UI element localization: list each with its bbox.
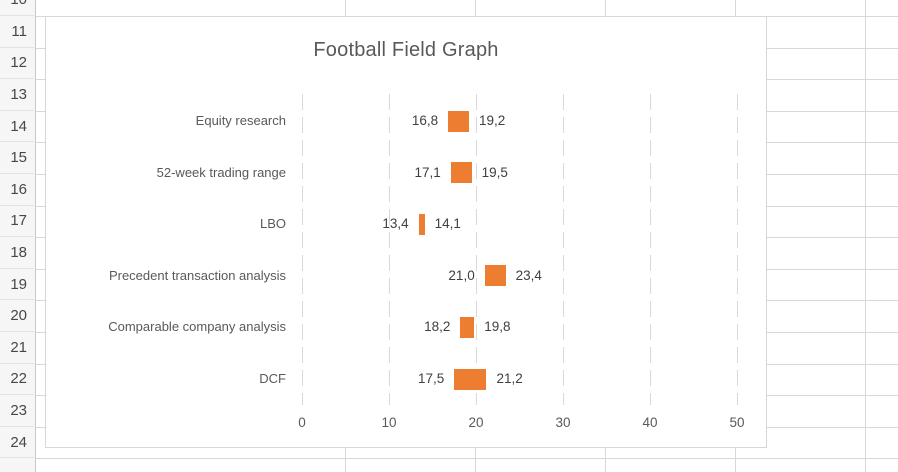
category-label: Equity research — [195, 113, 286, 128]
axis-tick-label: 10 — [381, 415, 397, 430]
sheet-row-line — [35, 458, 898, 460]
category-label: Precedent transaction analysis — [108, 267, 286, 283]
range-bar[interactable] — [450, 162, 472, 184]
row-number-label: 15 — [10, 149, 27, 167]
plot-gridline — [650, 94, 651, 405]
row-header-cell[interactable]: 19 — [0, 269, 34, 301]
row-header-cell[interactable]: 13 — [0, 79, 34, 111]
value-label-high: 23,4 — [515, 267, 542, 283]
row-header-cell[interactable]: 16 — [0, 174, 34, 206]
row-header-cell[interactable]: 24 — [0, 427, 34, 459]
axis-tick-label: 30 — [555, 415, 571, 430]
row-header-cell[interactable]: 23 — [0, 395, 34, 427]
row-number-label: 13 — [10, 85, 27, 103]
row-number-label: 12 — [10, 54, 27, 72]
row-number-label: 24 — [10, 433, 27, 451]
plot-gridline — [389, 94, 390, 405]
value-label-low: 13,4 — [382, 216, 409, 232]
category-label: LBO — [259, 216, 286, 232]
row-header-column: 10 11 12 13 14 15 16 17 18 19 20 21 22 23 24 — [0, 0, 36, 472]
value-label-high: 14,1 — [434, 216, 461, 232]
row-header-cell[interactable]: 12 — [0, 48, 34, 80]
row-number-label: 20 — [10, 307, 27, 325]
row-number-label: 16 — [10, 180, 27, 198]
range-bar[interactable] — [448, 110, 470, 132]
plot-gridline — [476, 94, 477, 405]
chart-title: Football Field Graph — [313, 39, 499, 61]
row-header-cell[interactable]: 18 — [0, 237, 34, 269]
row-header-cell[interactable]: 10 — [0, 0, 34, 16]
row-number-label: 18 — [10, 243, 27, 261]
value-label-low: 16,8 — [411, 113, 439, 128]
range-bar[interactable] — [484, 265, 506, 287]
row-number-label: 17 — [10, 212, 27, 230]
value-label-high: 19,8 — [484, 319, 511, 335]
range-bar[interactable] — [460, 316, 475, 338]
category-label: DCF — [259, 371, 286, 386]
value-label-low: 18,2 — [424, 319, 451, 335]
axis-tick-label: 50 — [729, 415, 745, 430]
value-label-high: 19,5 — [481, 164, 508, 180]
row-number-label: 11 — [11, 22, 27, 40]
row-header-cell[interactable]: 22 — [0, 364, 34, 396]
plot-gridline — [302, 94, 303, 405]
value-label-low: 17,5 — [417, 371, 445, 386]
row-header-cell[interactable]: 21 — [0, 332, 34, 364]
chart-area[interactable]: Football Field Graph 0 10 20 30 40 50 Equity r… — [45, 16, 767, 448]
category-label: Comparable company analysis — [108, 319, 286, 335]
row-header-cell[interactable]: 20 — [0, 300, 34, 332]
row-number-label: 14 — [10, 117, 27, 135]
row-number-label: 23 — [10, 401, 27, 419]
axis-tick-label: 0 — [298, 415, 306, 430]
row-number-label: 19 — [10, 275, 27, 293]
value-label-high: 19,2 — [479, 113, 506, 128]
axis-tick-label: 20 — [468, 415, 484, 430]
row-header-cell[interactable]: 17 — [0, 206, 34, 238]
row-header-cell[interactable]: 11 — [0, 16, 34, 48]
range-bar[interactable] — [454, 368, 487, 390]
plot-area: 0 10 20 30 40 50 Equity research 16,8 19,2 52-wee… — [46, 17, 766, 447]
plot-gridline — [737, 94, 738, 405]
category-label: 52-week trading range — [156, 164, 286, 180]
value-label-low: 21,0 — [448, 267, 475, 283]
row-number-label: 22 — [10, 370, 27, 388]
row-number-label: 21 — [10, 338, 27, 356]
sheet-column-line — [865, 0, 866, 472]
row-header-cell[interactable]: 15 — [0, 142, 34, 174]
row-number-label: 10 — [10, 0, 34, 8]
range-bar[interactable] — [418, 213, 425, 235]
plot-gridline — [563, 94, 564, 405]
row-header-cell[interactable]: 14 — [0, 111, 34, 143]
axis-tick-label: 40 — [642, 415, 658, 430]
value-label-low: 17,1 — [414, 164, 441, 180]
value-label-high: 21,2 — [496, 371, 523, 386]
